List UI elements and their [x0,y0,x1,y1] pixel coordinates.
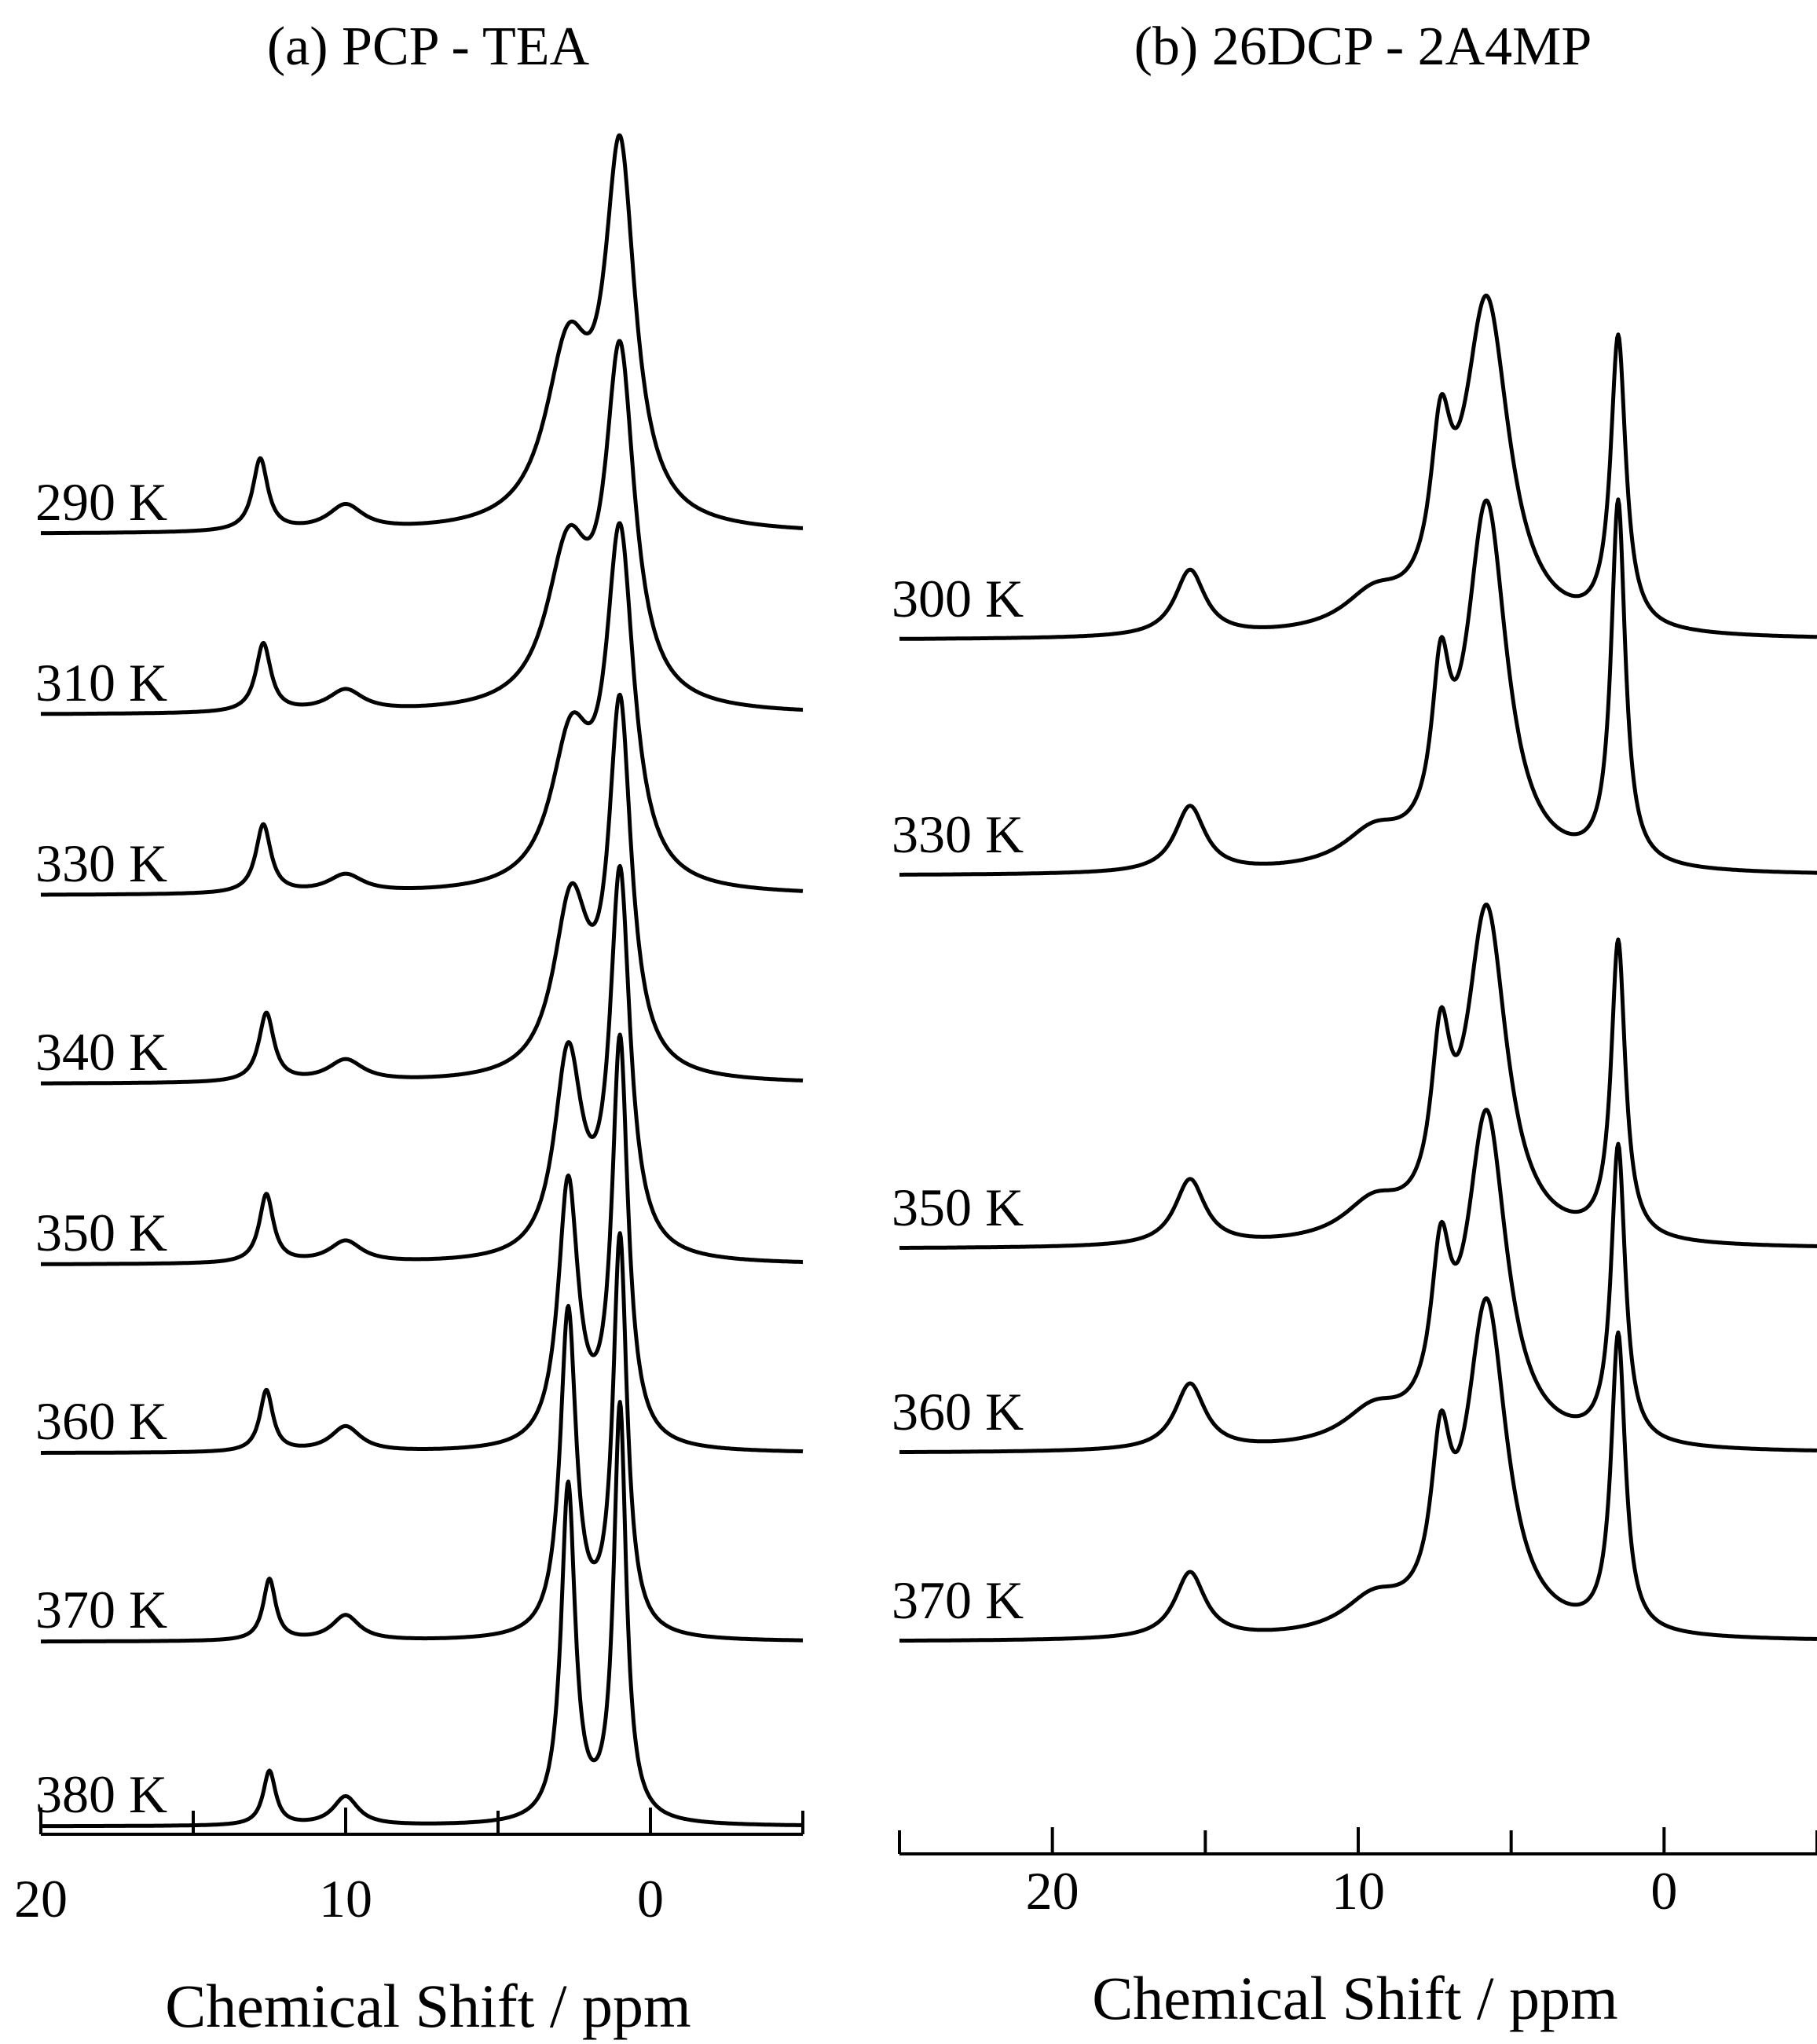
panel-a-spectra [39,133,804,1829]
panel-a-x-axis: 20 10 0 [14,1808,804,1929]
temperature-label-330k: 330 K [892,804,1024,864]
spectrum-trace-350k [898,903,1817,1250]
spectrum-trace-310k [39,339,804,716]
temperature-label-360k: 360 K [892,1382,1024,1441]
spectrum-trace-370k [39,1231,804,1644]
panel-b-title: (b) 26DCP - 2A4MP [1134,16,1592,77]
temperature-label-290k: 290 K [35,472,167,532]
spectrum-trace-330k [39,521,804,897]
panel-b-temperature-labels: 300 K 330 K 350 K 360 K 370 K [892,569,1024,1630]
panel-a-x-axis-label: Chemical Shift / ppm [165,1972,691,2040]
spectrum-trace-360k [898,1108,1817,1454]
temperature-label-370k: 370 K [35,1580,167,1639]
x-tick-label-10: 10 [319,1869,372,1929]
temperature-label-300k: 300 K [892,569,1024,628]
temperature-label-360k: 360 K [35,1391,167,1451]
temperature-label-350k: 350 K [892,1178,1024,1237]
temperature-label-370k: 370 K [892,1570,1024,1630]
temperature-label-350k: 350 K [35,1203,167,1262]
x-tick-label-10: 10 [1332,1861,1385,1921]
panel-b-26dcp-2a4mp: (b) 26DCP - 2A4MP 300 K 330 K 350 K 360 K 37… [892,16,1817,2032]
x-tick-label-20: 20 [1026,1861,1079,1921]
spectrum-trace-380k [39,1400,804,1829]
spectrum-trace-350k [39,863,804,1266]
panel-b-x-axis-label: Chemical Shift / ppm [1092,1964,1617,2032]
temperature-label-340k: 340 K [35,1022,167,1082]
panel-b-spectra [898,293,1817,1643]
x-tick-label-0: 0 [637,1869,664,1929]
temperature-label-330k: 330 K [35,833,167,893]
panel-a-temperature-labels: 290 K 310 K 330 K 340 K 350 K 360 K 370 K 380 K [35,472,167,1824]
spectrum-trace-300k [898,293,1817,641]
spectrum-trace-290k [39,133,804,536]
temperature-label-380k: 380 K [35,1764,167,1824]
spectrum-trace-330k [898,497,1817,877]
x-tick-label-20: 20 [14,1869,68,1929]
spectrum-trace-360k [39,1032,804,1455]
panel-a-title: (a) PCP - TEA [267,16,590,77]
x-tick-label-0: 0 [1650,1861,1677,1921]
spectrum-trace-340k [39,692,804,1086]
panel-b-x-axis: 20 10 0 [898,1827,1817,1921]
panel-a-pcp-tea: (a) PCP - TEA 290 K 310 K 330 K 340 K 350 K 3… [14,16,804,2040]
temperature-label-310k: 310 K [35,653,167,712]
spectrum-trace-370k [898,1296,1817,1643]
